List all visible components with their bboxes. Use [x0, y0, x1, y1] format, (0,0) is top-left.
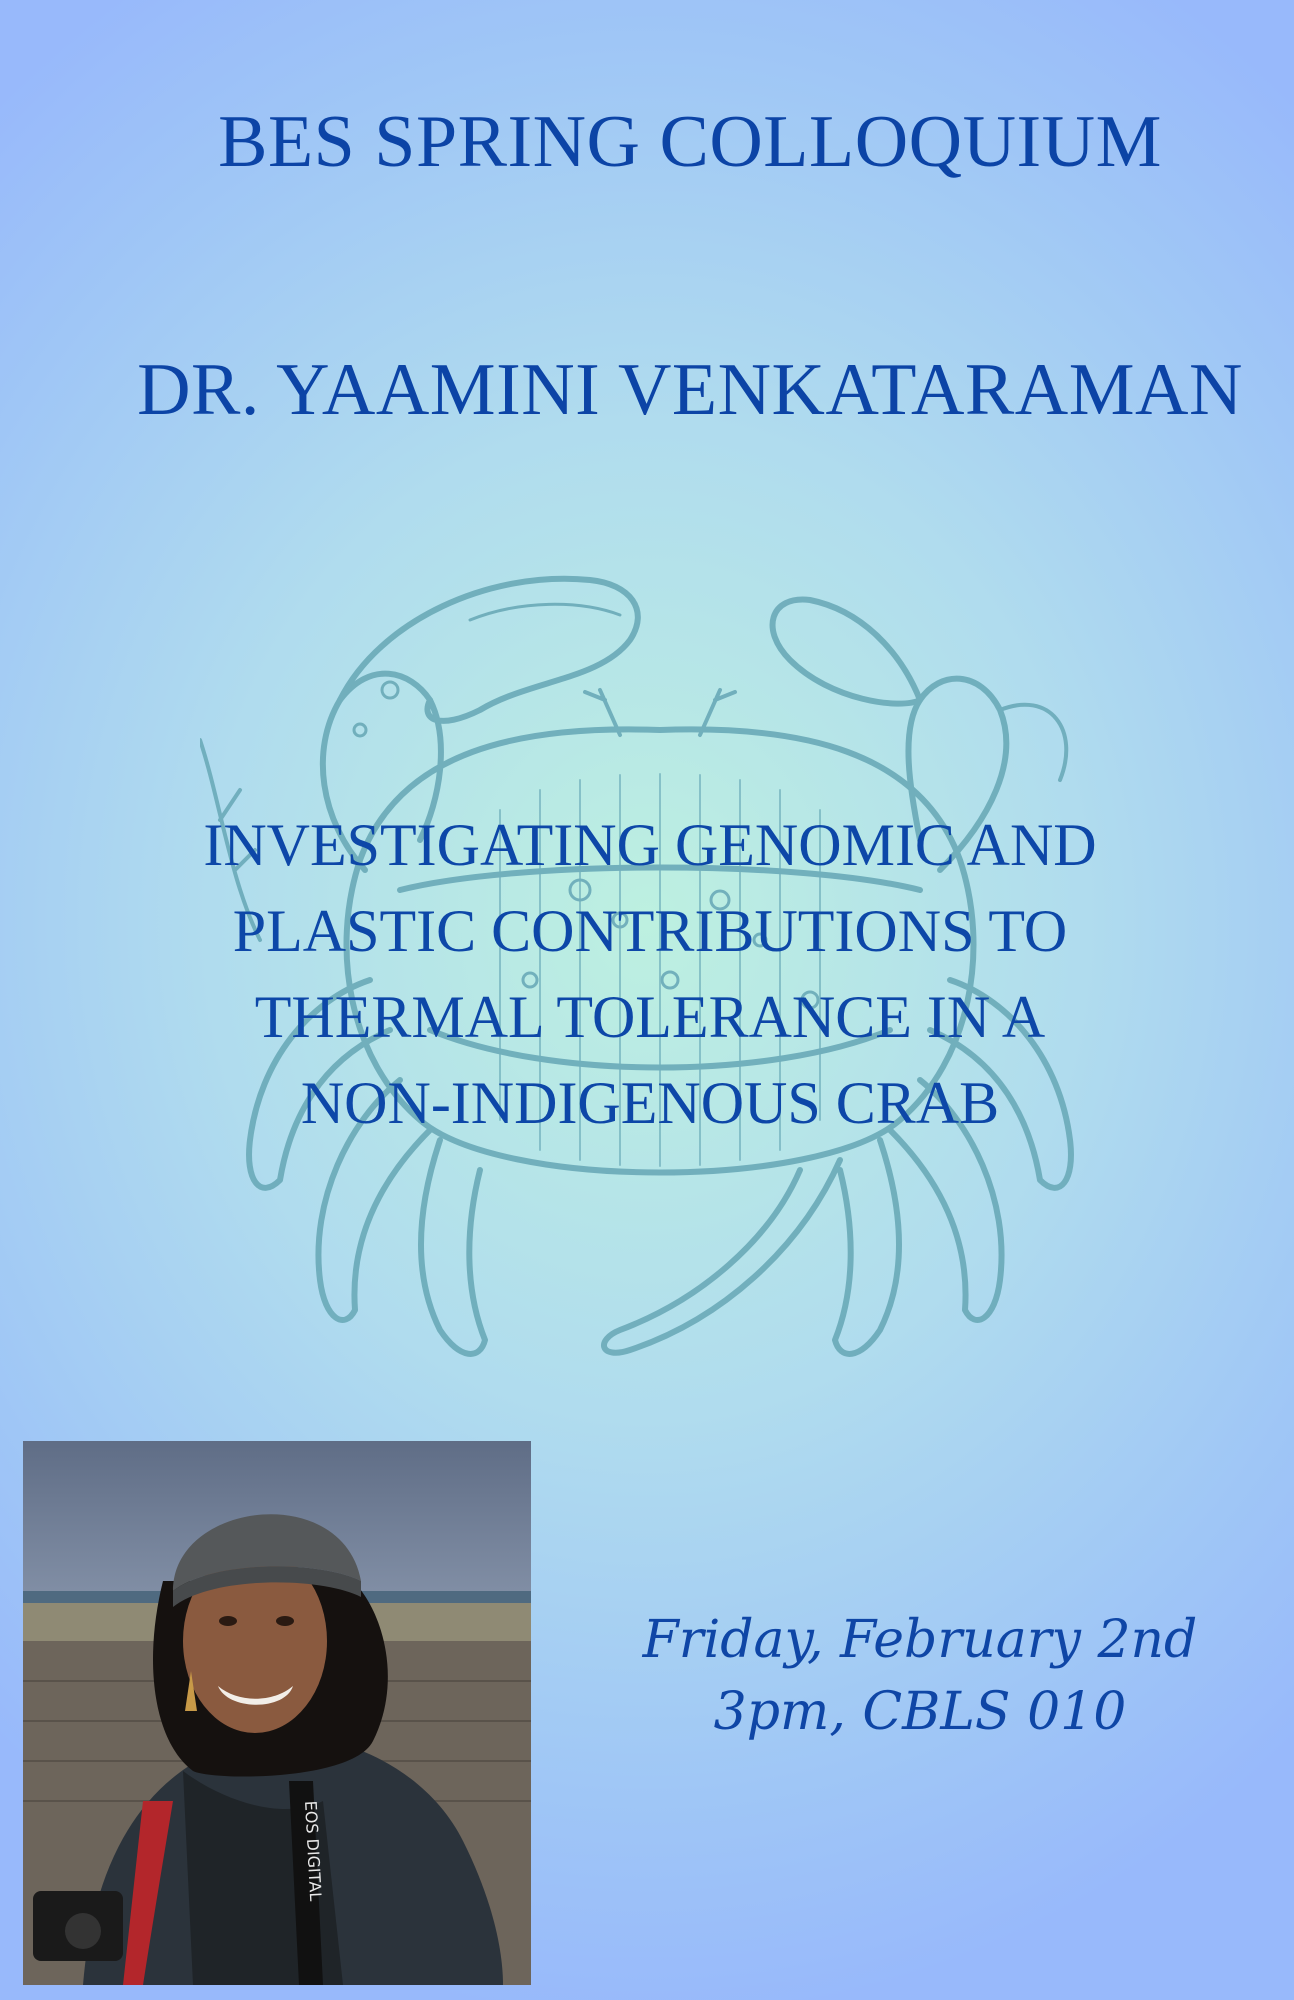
- talk-title-line: INVESTIGATING GENOMIC AND: [203, 812, 1097, 878]
- speaker-name: DR. YAAMINI VENKATARAMAN: [137, 349, 1243, 431]
- crab-icon: [200, 575, 1074, 1357]
- talk-title-line: NON-INDIGENOUS CRAB: [300, 1070, 1000, 1136]
- event-time-location: 3pm, CBLS 010: [713, 1682, 1127, 1742]
- event-title: BES SPRING COLLOQUIUM: [218, 101, 1162, 183]
- talk-title-line: THERMAL TOLERANCE IN A: [254, 984, 1046, 1050]
- talk-title: INVESTIGATING GENOMIC AND PLASTIC CONTRI…: [120, 802, 1180, 1146]
- event-date: Friday, February 2nd: [642, 1610, 1198, 1670]
- speaker-photo: EOS DIGITAL: [23, 1441, 531, 1985]
- event-datetime: Friday, February 2nd 3pm, CBLS 010: [600, 1604, 1240, 1748]
- talk-title-line: PLASTIC CONTRIBUTIONS TO: [232, 898, 1068, 964]
